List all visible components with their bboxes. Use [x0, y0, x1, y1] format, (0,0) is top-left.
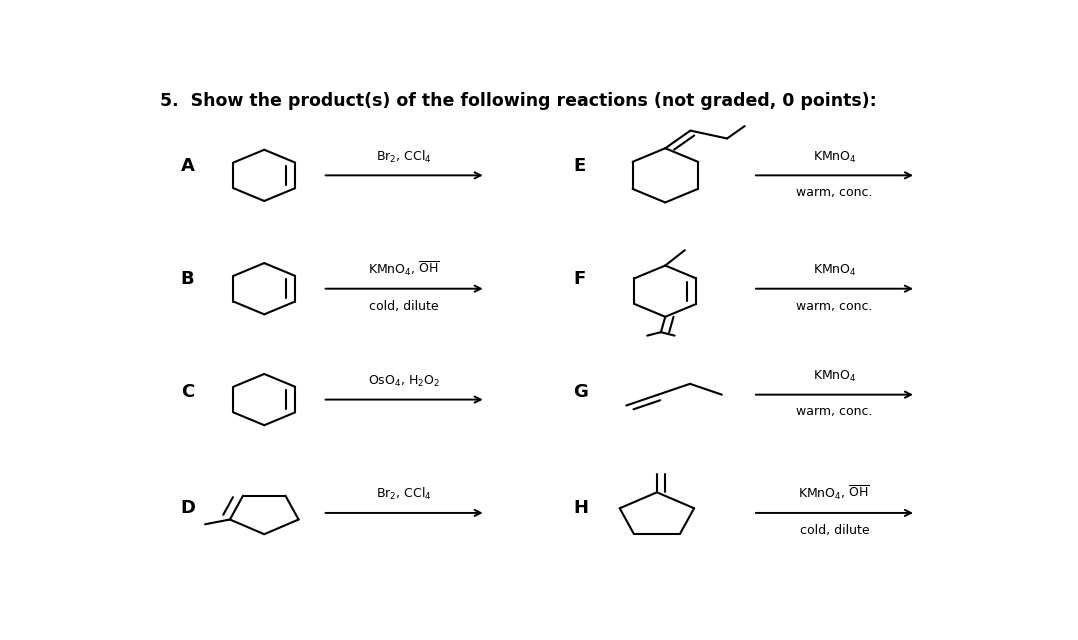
- Text: D: D: [181, 499, 196, 517]
- Text: B: B: [181, 270, 194, 288]
- Text: KMnO$_4$, $\overline{\mathrm{OH}}$: KMnO$_4$, $\overline{\mathrm{OH}}$: [369, 260, 440, 278]
- Text: warm, conc.: warm, conc.: [797, 406, 873, 419]
- Text: 5.  Show the product(s) of the following reactions (not graded, 0 points):: 5. Show the product(s) of the following …: [160, 92, 876, 109]
- Text: cold, dilute: cold, dilute: [370, 300, 439, 312]
- Text: A: A: [181, 157, 194, 175]
- Text: Br$_2$, CCl$_4$: Br$_2$, CCl$_4$: [376, 486, 432, 502]
- Text: KMnO$_4$: KMnO$_4$: [813, 369, 856, 384]
- Text: E: E: [573, 157, 585, 175]
- Text: KMnO$_4$: KMnO$_4$: [813, 263, 856, 278]
- Text: warm, conc.: warm, conc.: [797, 300, 873, 312]
- Text: F: F: [573, 270, 585, 288]
- Text: KMnO$_4$, $\overline{\mathrm{OH}}$: KMnO$_4$, $\overline{\mathrm{OH}}$: [799, 484, 870, 502]
- Text: G: G: [573, 383, 589, 401]
- Text: OsO$_4$, H$_2$O$_2$: OsO$_4$, H$_2$O$_2$: [368, 374, 440, 388]
- Text: warm, conc.: warm, conc.: [797, 186, 873, 199]
- Text: cold, dilute: cold, dilute: [800, 524, 869, 537]
- Text: H: H: [573, 499, 589, 517]
- Text: KMnO$_4$: KMnO$_4$: [813, 149, 856, 164]
- Text: C: C: [181, 383, 194, 401]
- Text: Br$_2$, CCl$_4$: Br$_2$, CCl$_4$: [376, 148, 432, 164]
